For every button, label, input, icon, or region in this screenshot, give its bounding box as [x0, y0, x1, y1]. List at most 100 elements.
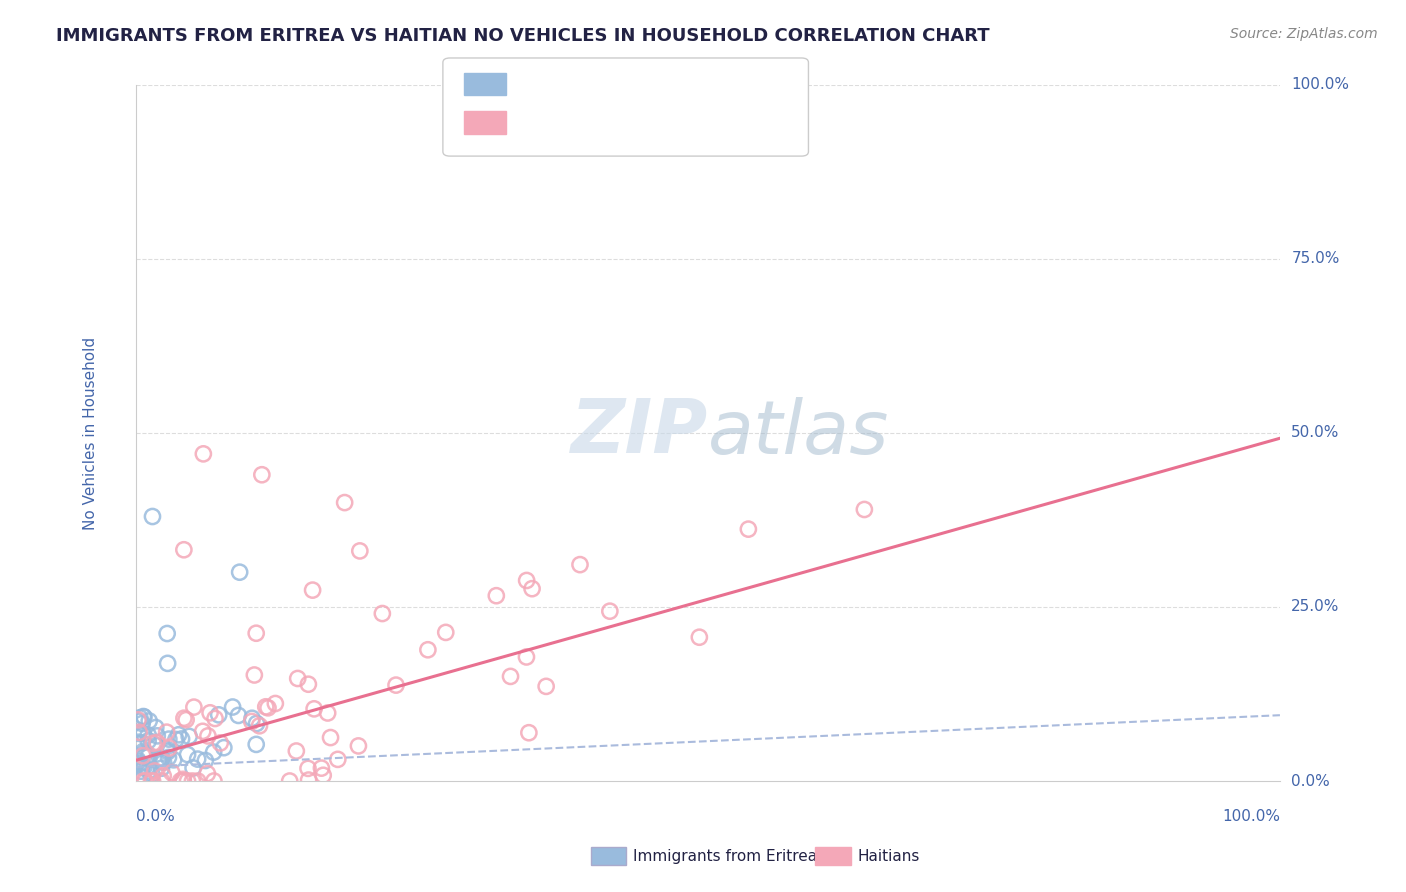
Point	[297, 677, 319, 691]
Point	[174, 713, 197, 727]
Point	[132, 760, 155, 774]
Point	[193, 447, 215, 461]
Point	[371, 607, 394, 621]
Point	[285, 744, 308, 758]
Point	[132, 748, 155, 763]
Point	[517, 725, 540, 739]
Point	[141, 774, 163, 789]
Point	[311, 761, 333, 775]
Text: R =: R =	[513, 114, 550, 132]
Point	[202, 774, 225, 789]
Text: Source: ZipAtlas.com: Source: ZipAtlas.com	[1230, 27, 1378, 41]
Point	[245, 626, 267, 640]
Point	[254, 699, 277, 714]
Point	[132, 710, 155, 724]
Text: 0.213: 0.213	[537, 76, 585, 94]
Point	[138, 714, 160, 728]
Point	[202, 745, 225, 759]
Point	[176, 774, 198, 789]
Point	[278, 774, 301, 789]
Point	[191, 724, 214, 739]
Point	[131, 760, 153, 774]
Point	[150, 755, 173, 769]
Point	[347, 739, 370, 753]
Point	[297, 773, 319, 788]
Point	[385, 678, 408, 692]
Point	[127, 737, 149, 751]
Point	[142, 736, 165, 750]
Text: 0.578: 0.578	[537, 114, 585, 132]
Point	[173, 711, 195, 725]
Text: 50.0%: 50.0%	[1291, 425, 1340, 441]
Point	[156, 725, 179, 739]
Point	[181, 761, 204, 775]
Point	[194, 754, 217, 768]
Text: 100.0%: 100.0%	[1291, 78, 1350, 93]
Point	[187, 752, 209, 766]
Point	[128, 756, 150, 771]
Point	[181, 774, 204, 789]
Point	[301, 583, 323, 598]
Point	[228, 708, 250, 723]
Point	[302, 702, 325, 716]
Point	[152, 756, 174, 770]
Point	[163, 753, 186, 767]
Text: N =: N =	[583, 76, 620, 94]
Text: No Vehicles in Household: No Vehicles in Household	[83, 336, 98, 530]
Point	[149, 751, 172, 765]
Point	[737, 522, 759, 536]
Point	[688, 630, 710, 644]
Point	[156, 657, 179, 671]
Point	[127, 755, 149, 769]
Point	[853, 502, 876, 516]
Point	[170, 731, 193, 746]
Point	[197, 766, 219, 780]
Point	[152, 769, 174, 783]
Point	[249, 719, 271, 733]
Point	[316, 706, 339, 720]
Point	[434, 625, 457, 640]
Point	[145, 739, 167, 753]
Point	[127, 753, 149, 767]
Text: 100.0%: 100.0%	[1222, 809, 1279, 824]
Text: 59: 59	[607, 76, 628, 94]
Point	[141, 767, 163, 781]
Point	[319, 731, 342, 745]
Point	[132, 770, 155, 784]
Point	[145, 721, 167, 735]
Point	[243, 668, 266, 682]
Point	[136, 734, 159, 748]
Point	[156, 743, 179, 757]
Point	[250, 467, 273, 482]
Point	[132, 744, 155, 758]
Point	[150, 774, 173, 789]
Point	[333, 495, 356, 509]
Text: Immigrants from Eritrea: Immigrants from Eritrea	[633, 849, 817, 863]
Text: Haitians: Haitians	[858, 849, 920, 863]
Point	[208, 707, 231, 722]
Point	[287, 672, 309, 686]
Point	[165, 732, 187, 747]
Point	[212, 740, 235, 755]
Point	[146, 729, 169, 743]
Text: 75.0%: 75.0%	[1291, 252, 1340, 267]
Point	[228, 565, 250, 579]
Point	[173, 542, 195, 557]
Point	[221, 700, 243, 714]
Point	[160, 765, 183, 780]
Text: N =: N =	[583, 114, 620, 132]
Point	[240, 711, 263, 725]
Point	[197, 729, 219, 743]
Point	[132, 774, 155, 789]
Point	[128, 714, 150, 729]
Point	[485, 589, 508, 603]
Point	[326, 752, 349, 766]
Point	[141, 509, 163, 524]
Point	[150, 751, 173, 765]
Text: atlas: atlas	[709, 397, 890, 469]
Point	[167, 728, 190, 742]
Point	[127, 735, 149, 749]
Point	[150, 761, 173, 775]
Point	[169, 774, 191, 789]
Point	[156, 745, 179, 759]
